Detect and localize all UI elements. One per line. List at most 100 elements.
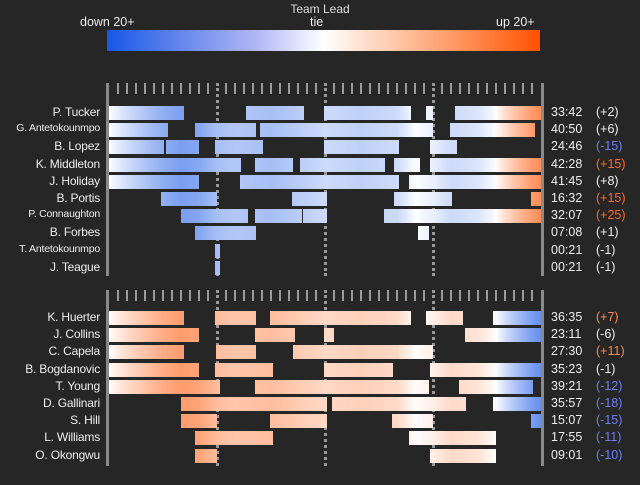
minutes-played: 32:07 bbox=[551, 208, 583, 223]
minute-tick bbox=[369, 83, 371, 94]
minute-tick bbox=[162, 290, 164, 301]
minute-tick bbox=[252, 290, 254, 301]
stint-bar bbox=[254, 328, 296, 343]
minute-tick bbox=[198, 290, 200, 301]
minute-tick bbox=[252, 83, 254, 94]
stint-bar bbox=[109, 174, 199, 189]
stint-bar bbox=[270, 311, 412, 325]
minute-tick bbox=[378, 83, 380, 94]
plus-minus: (+15) bbox=[596, 191, 626, 205]
minute-tick bbox=[117, 290, 119, 301]
minute-tick bbox=[315, 83, 317, 94]
minute-tick bbox=[351, 83, 353, 94]
stint-bar bbox=[394, 157, 421, 172]
plus-minus: (+6) bbox=[596, 122, 619, 137]
stint-bar bbox=[109, 311, 184, 325]
stint-bar bbox=[181, 209, 248, 224]
minute-tick bbox=[225, 83, 227, 94]
player-name: K. Middleton bbox=[35, 156, 101, 171]
minutes-played: 00:21 bbox=[551, 259, 583, 274]
plus-minus: (-11) bbox=[596, 430, 622, 445]
minute-tick bbox=[522, 83, 524, 94]
minute-tick bbox=[441, 83, 443, 94]
plus-minus: (-1) bbox=[596, 259, 616, 274]
minute-tick bbox=[117, 83, 119, 94]
stint-bar bbox=[260, 123, 433, 138]
minute-tick bbox=[414, 83, 416, 94]
player-name: P. Tucker bbox=[52, 105, 101, 119]
stint-bar bbox=[408, 174, 541, 189]
minute-tick bbox=[468, 290, 470, 301]
minute-tick bbox=[333, 83, 335, 94]
minute-tick bbox=[279, 83, 281, 94]
minute-tick bbox=[423, 290, 425, 301]
player-name: C. Capela bbox=[48, 344, 100, 359]
player-name: G. Antetokounmpo bbox=[16, 122, 100, 135]
stint-bar bbox=[254, 379, 430, 394]
minute-tick bbox=[342, 290, 344, 301]
stint-bar bbox=[109, 140, 164, 155]
minute-tick bbox=[288, 83, 290, 94]
plus-minus: (+7) bbox=[596, 310, 619, 324]
stint-bar bbox=[324, 328, 334, 343]
minute-tick bbox=[207, 83, 209, 94]
quarter-line bbox=[324, 290, 327, 466]
minute-tick bbox=[198, 83, 200, 94]
player-name: O. Okongwu bbox=[35, 447, 100, 462]
minutes-played: 42:28 bbox=[551, 156, 583, 171]
stint-bar bbox=[430, 362, 541, 377]
minute-tick bbox=[153, 290, 155, 301]
stint-bar bbox=[332, 397, 467, 411]
minute-tick bbox=[135, 290, 137, 301]
stint-bar bbox=[109, 123, 169, 138]
stint-bar bbox=[215, 140, 263, 155]
minute-tick bbox=[360, 290, 362, 301]
stint-bar bbox=[109, 345, 184, 360]
minutes-played: 36:35 bbox=[551, 310, 583, 324]
legend-high-label: up 20+ bbox=[496, 15, 535, 29]
minute-tick bbox=[477, 83, 479, 94]
axis-left bbox=[106, 290, 109, 466]
stint-bar bbox=[215, 362, 273, 377]
stint-bar bbox=[459, 379, 533, 394]
axis-right bbox=[541, 290, 544, 466]
minute-tick bbox=[450, 83, 452, 94]
player-name: P. Connaughton bbox=[28, 208, 100, 221]
plus-minus: (+8) bbox=[596, 173, 619, 188]
stint-bar bbox=[165, 140, 199, 155]
plus-minus: (+2) bbox=[596, 105, 619, 119]
stint-bar bbox=[292, 345, 433, 360]
stint-bar bbox=[408, 431, 496, 446]
minute-tick bbox=[261, 83, 263, 94]
minute-tick bbox=[180, 83, 182, 94]
minute-tick bbox=[243, 83, 245, 94]
player-name: T. Young bbox=[55, 378, 101, 393]
minute-tick bbox=[189, 290, 191, 301]
minute-tick bbox=[189, 83, 191, 94]
minute-tick bbox=[144, 290, 146, 301]
stint-bar bbox=[324, 106, 412, 120]
minute-tick bbox=[234, 83, 236, 94]
stint-bar bbox=[109, 106, 184, 120]
minute-tick bbox=[162, 83, 164, 94]
stint-bar bbox=[454, 106, 541, 120]
minute-tick bbox=[171, 290, 173, 301]
stint-bar bbox=[391, 414, 433, 429]
player-name: J. Holiday bbox=[49, 173, 100, 188]
stint-bar bbox=[195, 226, 256, 241]
player-name: J. Collins bbox=[53, 327, 100, 342]
plus-minus: (-10) bbox=[596, 447, 623, 462]
quarter-line bbox=[432, 290, 435, 466]
stint-bar bbox=[181, 397, 327, 411]
plus-minus: (+1) bbox=[596, 225, 619, 240]
minute-tick bbox=[495, 83, 497, 94]
minute-tick bbox=[153, 83, 155, 94]
minute-tick bbox=[423, 83, 425, 94]
plus-minus: (+11) bbox=[596, 344, 625, 359]
minute-tick bbox=[234, 290, 236, 301]
minutes-played: 24:46 bbox=[551, 139, 583, 154]
minutes-played: 09:01 bbox=[551, 447, 583, 462]
legend-color-bar bbox=[107, 30, 540, 51]
stint-bar bbox=[302, 209, 327, 224]
minute-tick bbox=[297, 290, 299, 301]
